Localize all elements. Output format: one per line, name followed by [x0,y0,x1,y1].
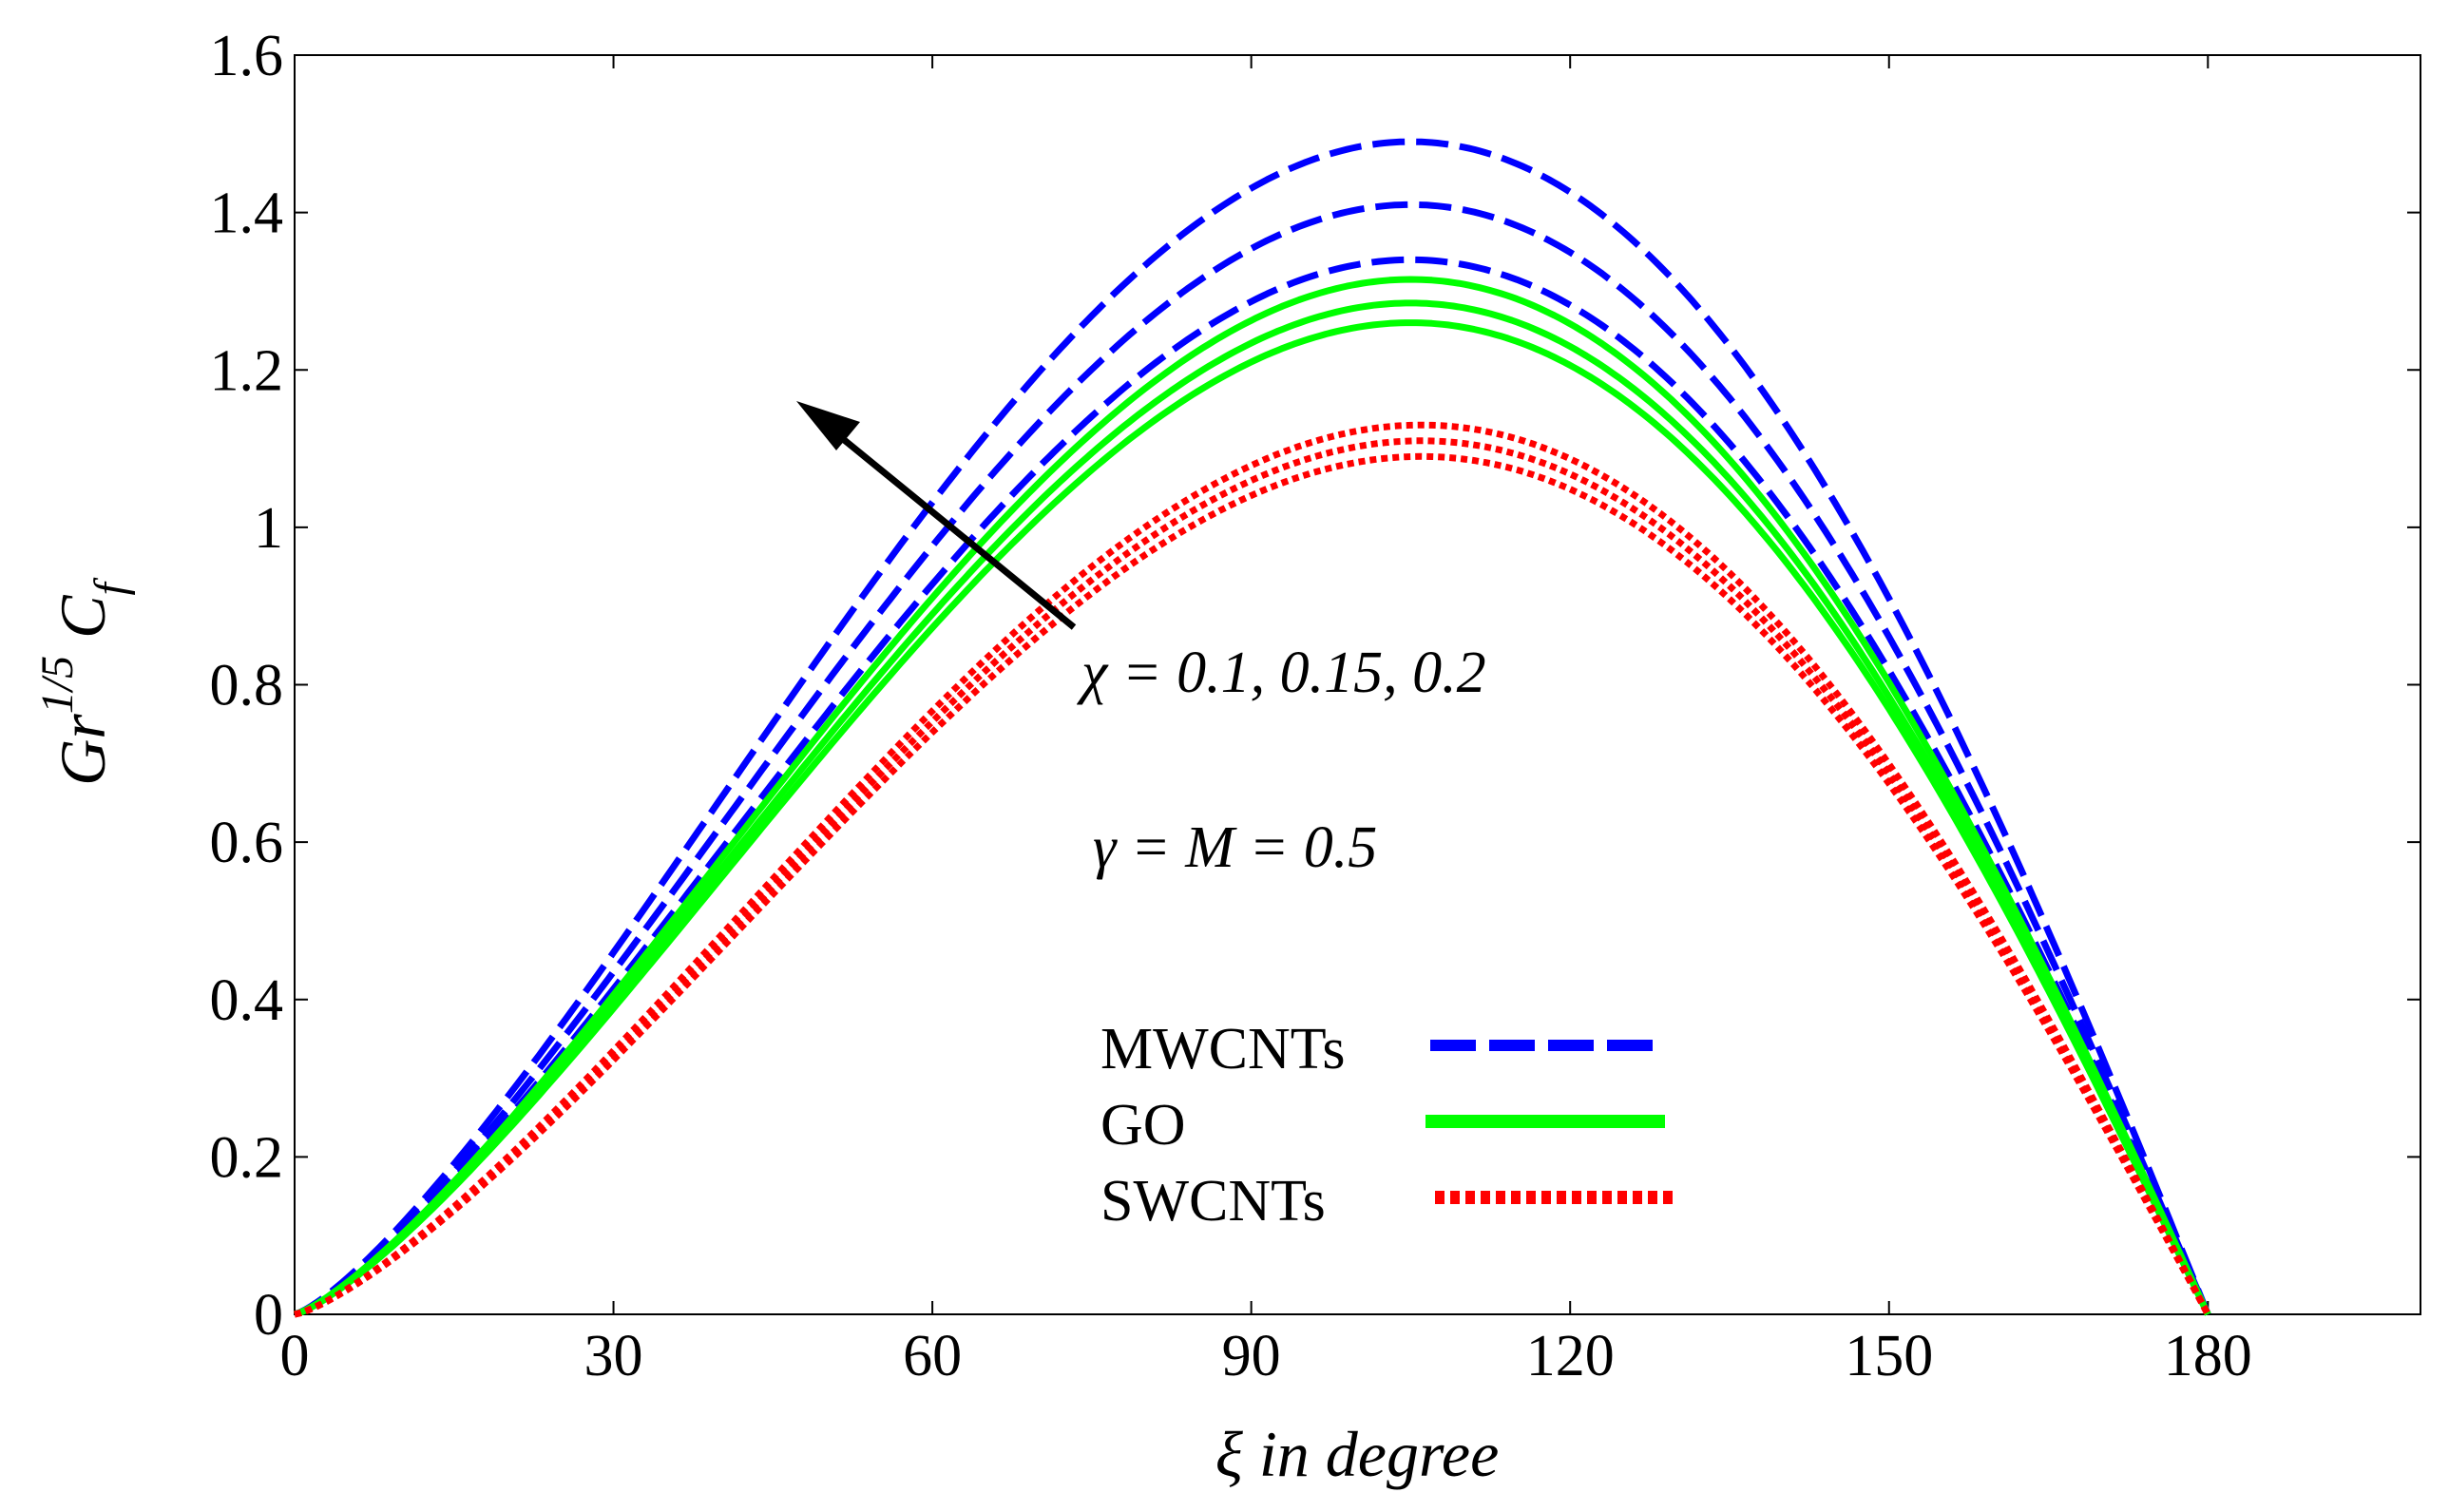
series-line-swcnts [294,452,2211,1318]
series-group [293,138,2211,1318]
series-line-go [293,319,2211,1318]
legend-label-swcnts: SWCNTs [1100,1169,1326,1234]
series-line-go [293,299,2211,1318]
legend-label-go: GO [1100,1093,1186,1158]
y-axis-title: Gr1/5 Cf [32,578,136,786]
series-line-mwcnts [293,256,2211,1318]
x-tick-label: 30 [584,1324,643,1388]
y-tick-label: 1.2 [210,338,284,403]
params-annotation: γ = M = 0.5 [1093,815,1377,880]
y-axis-title-symbol: C [47,595,119,639]
x-tick-label: 60 [903,1324,962,1388]
direction-arrow [796,401,1077,630]
y-tick-label: 0.2 [210,1125,284,1190]
y-tick-label: 0 [254,1283,283,1348]
y-tick-label: 0.6 [210,811,284,875]
y-tick-label: 1.6 [210,24,284,88]
x-axis-title: ξ in degree [1215,1418,1500,1490]
svg-text:Gr1/5Cf: Gr1/5 Cf [32,578,136,786]
y-tick-label: 0.4 [210,968,284,1033]
y-axis-title-subscript: f [86,578,136,596]
y-axis-title-base: Gr [47,714,119,786]
x-tick-label: 180 [2164,1324,2252,1388]
y-tick-label: 1 [254,496,283,561]
legend-label-mwcnts: MWCNTs [1100,1017,1345,1081]
series-line-mwcnts [293,138,2211,1318]
x-tick-label: 120 [1526,1324,1615,1388]
y-tick-label: 0.8 [210,654,284,718]
x-tick-label: 90 [1222,1324,1281,1388]
legend: MWCNTs GO SWCNTs [1100,1017,1674,1234]
tick-labels: 0 30 60 90 120 150 180 0 0.2 0.4 0.6 0.8 1 1.2 1.4 1.6 [210,24,2252,1388]
series-line-swcnts [294,421,2211,1318]
x-tick-label: 0 [280,1324,310,1388]
x-tick-label: 150 [1845,1324,1933,1388]
y-tick-label: 1.4 [210,182,284,246]
y-axis-title-exponent: 1/5 [32,656,83,714]
chi-annotation: χ = 0.1, 0.15, 0.2 [1077,641,1486,705]
series-line-mwcnts [293,201,2211,1318]
series-line-go [293,276,2211,1318]
